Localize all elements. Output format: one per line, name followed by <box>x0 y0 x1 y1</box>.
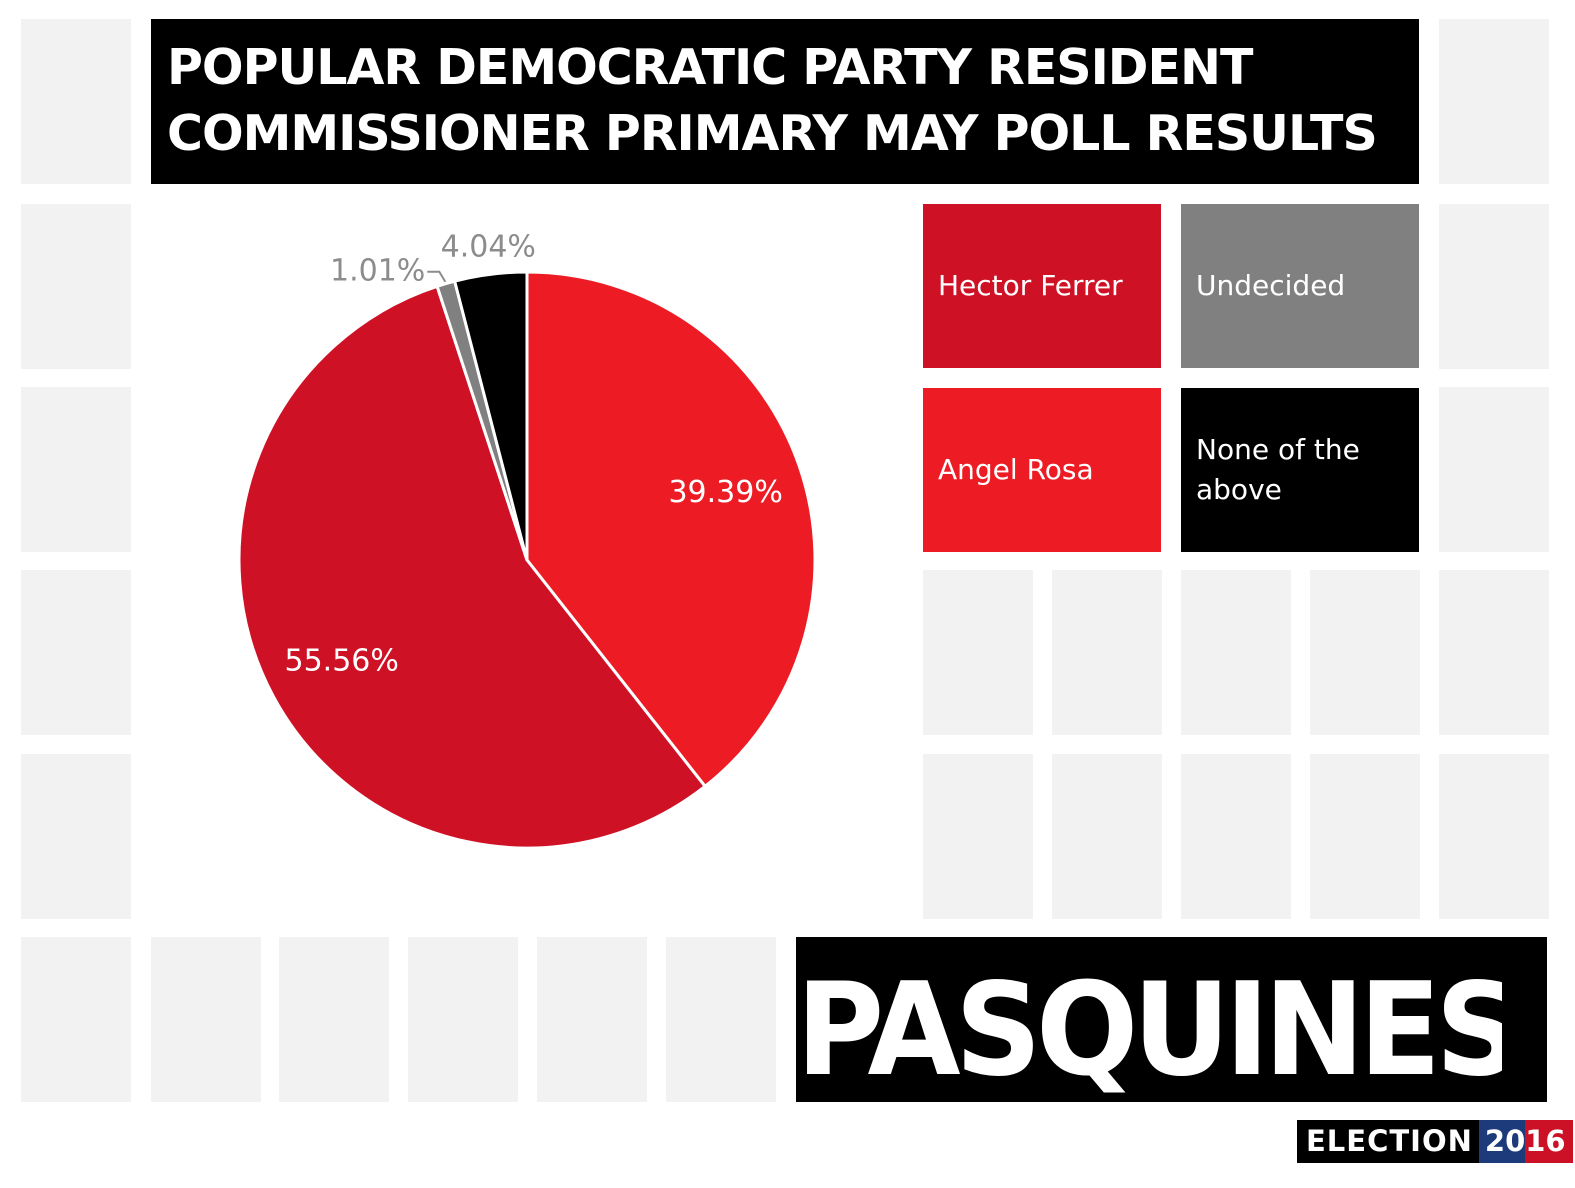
year-part-16: 16 <box>1525 1120 1573 1163</box>
pie-slice-angel-rosa <box>525 270 817 789</box>
election-word: ELECTION <box>1297 1120 1479 1163</box>
background-tile <box>1052 570 1162 735</box>
legend-item-angel-rosa: Angel Rosa <box>923 388 1161 552</box>
background-tile <box>21 204 131 369</box>
pie-label-undecided: 1.01% <box>330 254 425 289</box>
background-tile <box>923 754 1033 919</box>
background-tile <box>666 937 776 1102</box>
legend-item-none-of-the-above: None of the above <box>1181 388 1419 552</box>
chart-title-line-2: COMMISSIONER PRIMARY MAY POLL RESULTS <box>167 105 1378 162</box>
background-tile <box>21 570 131 735</box>
legend-label-undecided: Undecided <box>1196 269 1346 302</box>
background-tile <box>1439 204 1549 369</box>
legend-label-hector-ferrer: Hector Ferrer <box>938 269 1123 302</box>
background-tile <box>1439 19 1549 184</box>
background-tile <box>1052 754 1162 919</box>
legend-item-hector-ferrer: Hector Ferrer <box>923 204 1161 368</box>
pie-label-hector-ferrer: 55.56% <box>284 643 398 678</box>
pasquines-logo: PASQUINES <box>796 960 1502 1102</box>
background-tile <box>408 937 518 1102</box>
background-tile <box>1181 754 1291 919</box>
background-tile <box>1181 570 1291 735</box>
background-tile <box>279 937 389 1102</box>
pie-label-angel-rosa: 39.39% <box>668 475 782 510</box>
background-tile <box>537 937 647 1102</box>
background-tile <box>21 937 131 1102</box>
legend-label-angel-rosa: Angel Rosa <box>938 453 1094 486</box>
background-tile <box>21 19 131 184</box>
legend-label-none-of-the-above: None of the above <box>1196 433 1360 506</box>
background-tile <box>1439 387 1549 552</box>
background-tile <box>1310 754 1420 919</box>
pie-slice-hector-ferrer <box>237 284 708 850</box>
chart-title-line-1: POPULAR DEMOCRATIC PARTY RESIDENT <box>167 39 1253 96</box>
election-2016-badge: ELECTION 20 16 <box>1297 1120 1573 1163</box>
pie-label-none-of-the-above: 4.04% <box>441 229 536 264</box>
title-banner: POPULAR DEMOCRATIC PARTY RESIDENT COMMIS… <box>151 19 1419 184</box>
pie-slice-none-of-the-above <box>452 270 529 561</box>
background-tile <box>923 570 1033 735</box>
year-part-20: 20 <box>1478 1120 1526 1163</box>
legend-item-undecided: Undecided <box>1181 204 1419 368</box>
background-tile <box>21 387 131 552</box>
pie-leader-line <box>427 270 447 283</box>
background-tile <box>1310 570 1420 735</box>
background-tile <box>1439 570 1549 735</box>
logo-background <box>796 937 1547 1102</box>
background-tile <box>21 754 131 919</box>
background-tile <box>1439 754 1549 919</box>
background-tile <box>151 937 261 1102</box>
